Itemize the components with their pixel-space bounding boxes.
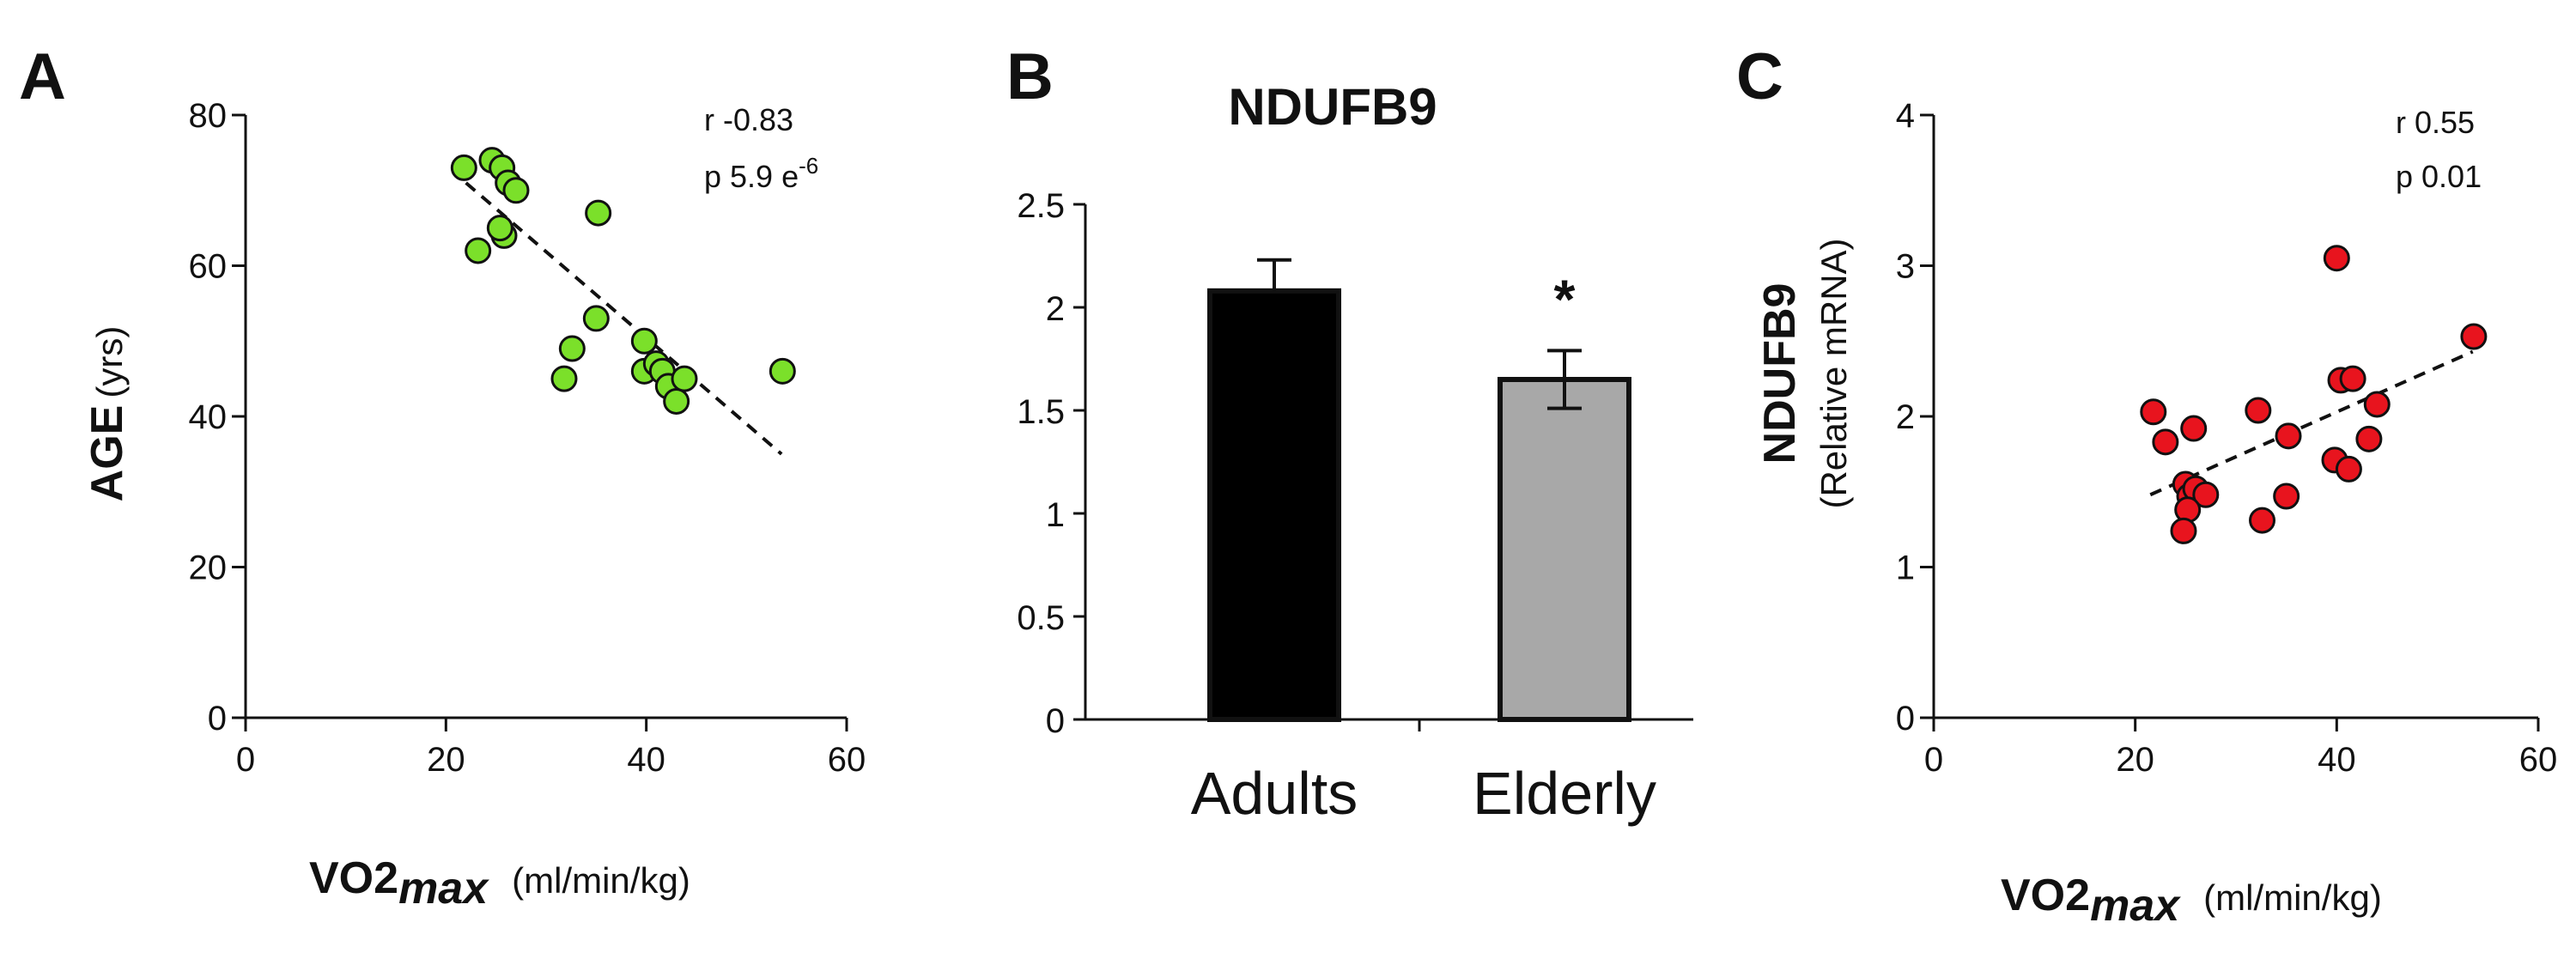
panel-a-point	[769, 357, 796, 385]
panel-c-stat-r: r 0.55	[2396, 105, 2475, 140]
panel-c-point	[2249, 507, 2276, 534]
panel-a-axes: 0 20 40 60 80 0 20 40 60	[189, 97, 866, 779]
panel-c-point	[2323, 245, 2350, 272]
panel-c-x-tick-label: 20	[2116, 741, 2154, 779]
panel-b-y-tick-label: 1	[1046, 496, 1065, 534]
panel-c-letter: C	[1736, 40, 1783, 113]
panel-c-x-tick-label: 60	[2519, 741, 2558, 779]
panel-c-x-tick-label: 0	[1924, 741, 1943, 779]
panel-a: A 0 20 40 60 80 0 20 40 60 r -0.83 p 5.9 e-6 AGE…	[19, 40, 866, 913]
panel-a-point	[663, 387, 690, 415]
panel-a-x-tick-label: 40	[627, 741, 665, 779]
panel-c-y-tick-label: 1	[1896, 549, 1915, 587]
panel-a-point	[550, 365, 578, 392]
panel-b-bar	[1207, 288, 1341, 722]
panel-a-point	[465, 237, 492, 264]
panel-a-stat-r: r -0.83	[704, 102, 793, 137]
panel-a-x-label: VO2max (ml/min/kg)	[309, 853, 690, 913]
panel-a-y-tick-label: 80	[189, 97, 228, 135]
panel-a-x-tick-label: 20	[427, 741, 465, 779]
panel-a-point	[630, 327, 658, 355]
panel-b-y-tick-label: 2	[1046, 290, 1065, 328]
panel-a-y-tick-label: 20	[189, 549, 228, 587]
panel-b-axes: 0 0.5 1 1.5 2 2.5	[1017, 187, 1693, 740]
panel-c-point	[2152, 428, 2179, 456]
panel-a-points	[450, 147, 796, 415]
panel-c-y-label-main: NDUFB9	[1755, 283, 1805, 464]
panel-b-y-tick-label: 2.5	[1017, 187, 1065, 225]
panel-a-point	[502, 177, 530, 204]
panel-b: B NDUFB9 0 0.5 1 1.5 2 2.5 Adults * Elderly	[1006, 40, 1693, 827]
panel-c-point	[2363, 391, 2391, 418]
panel-c-y-tick-label: 4	[1896, 97, 1915, 135]
panel-b-category-label: Adults	[1191, 760, 1358, 827]
panel-c-y-tick-label: 0	[1896, 700, 1915, 737]
panel-b-bar	[1498, 377, 1631, 722]
panel-a-y-tick-label: 0	[208, 700, 227, 737]
panel-a-y-label: AGE(yrs)	[82, 326, 132, 502]
panel-b-title: NDUFB9	[1228, 78, 1437, 136]
panel-a-y-tick-label: 40	[189, 398, 228, 436]
panel-c-trend-line	[2149, 349, 2474, 497]
panel-c-trendline	[2149, 349, 2474, 497]
panel-a-point	[558, 335, 586, 362]
panel-a-x-tick-label: 0	[236, 741, 255, 779]
panel-c-point	[2355, 425, 2383, 452]
panel-a-trendline	[465, 181, 783, 456]
panel-c-point	[2192, 481, 2220, 508]
panel-c-x-tick-label: 40	[2318, 741, 2356, 779]
panel-c-point	[2170, 517, 2197, 544]
panel-c-point	[2273, 483, 2300, 510]
panel-c-point	[2275, 422, 2302, 450]
panel-b-y-tick-label: 1.5	[1017, 393, 1065, 431]
panel-b-y-tick-label: 0	[1046, 702, 1065, 740]
panel-a-point	[671, 365, 698, 392]
panel-b-category-label: Elderly	[1473, 760, 1656, 827]
panel-a-y-tick-label: 60	[189, 248, 228, 286]
panel-c-y-tick-label: 3	[1896, 248, 1915, 286]
panel-a-point	[450, 154, 477, 181]
panel-b-letter: B	[1006, 40, 1054, 113]
panel-a-letter: A	[19, 40, 66, 113]
panel-b-significance-star: *	[1554, 268, 1576, 330]
panel-c-point	[2140, 398, 2167, 426]
panel-c-point	[2460, 323, 2488, 350]
panel-c-point	[2180, 415, 2208, 442]
panel-c-point	[2335, 455, 2362, 483]
panel-c-points	[2140, 245, 2488, 544]
panel-c-y-label-unit: (Relative mRNA)	[1814, 238, 1854, 508]
panel-c-point	[2245, 397, 2272, 424]
panel-c-point	[2339, 365, 2366, 392]
panel-a-stat-p: p 5.9 e-6	[704, 153, 818, 194]
panel-c-x-label: VO2max (ml/min/kg)	[2001, 871, 2382, 931]
panel-a-trend-line	[465, 181, 783, 456]
panel-a-x-tick-label: 60	[828, 741, 866, 779]
panel-a-point	[486, 215, 513, 242]
panel-a-point	[582, 305, 610, 332]
panel-b-bars: Adults * Elderly	[1191, 258, 1656, 827]
panel-a-point	[585, 199, 612, 227]
panel-c-stat-p: p 0.01	[2396, 159, 2482, 194]
panel-c-y-tick-label: 2	[1896, 398, 1915, 436]
panel-b-y-tick-label: 0.5	[1017, 599, 1065, 637]
